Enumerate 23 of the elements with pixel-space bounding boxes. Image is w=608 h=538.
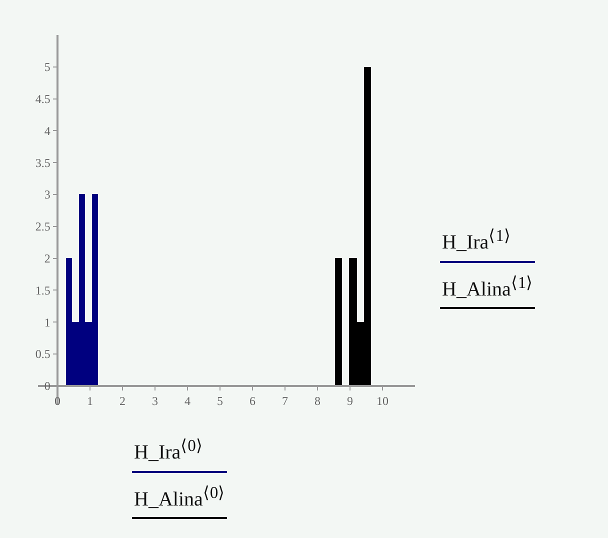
x-tick-label: 10: [376, 394, 388, 408]
text: H_Ira$^{⟨0⟩}$ H_Alina$^{⟨0⟩}$: [134, 436, 226, 510]
x-tick-label: 5: [217, 394, 223, 408]
y-tick-label: 4: [44, 124, 50, 138]
y-tick-label: 3.5: [35, 156, 50, 170]
x-tick-label: 6: [250, 394, 256, 408]
y-tick-label: 3: [44, 188, 50, 202]
bar: [335, 258, 342, 386]
y-tick-label: 0.5: [35, 347, 50, 362]
y-tick-label: 1: [44, 315, 50, 330]
y-tick-label: 2.5: [35, 220, 50, 234]
x-tick-label: 9: [347, 394, 353, 408]
y-tick-label: 2: [44, 251, 50, 266]
x-tick-label: 4: [184, 394, 190, 408]
x-tick-label: 2: [120, 394, 126, 408]
x-tick-label: 3: [152, 394, 158, 408]
x-tick-label: 1: [87, 394, 93, 408]
y-tick-label: 1.5: [35, 283, 50, 298]
x-tick-label: 7: [282, 394, 288, 408]
y-tick-label: 4.5: [35, 92, 50, 106]
x-tick-label: 8: [314, 394, 320, 408]
y-tick-label: 5: [44, 60, 50, 74]
text: H_Ira$^{⟨1⟩}$ H_Alina$^{⟨1⟩}$: [442, 226, 534, 300]
